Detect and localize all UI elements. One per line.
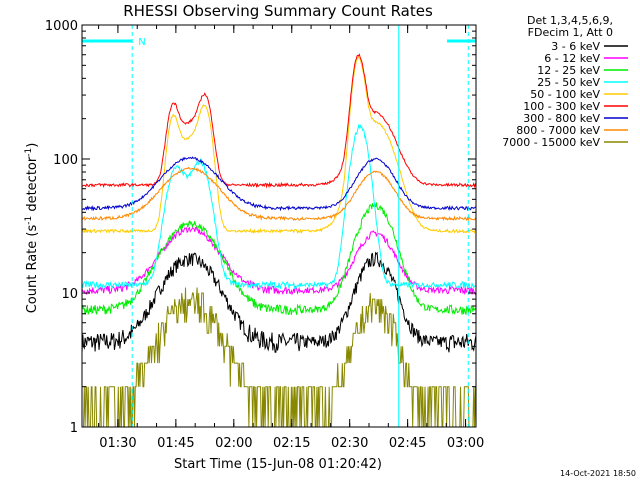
legend-label-6: 300 - 800 keV [523,112,600,125]
annotation-0: N [138,37,145,48]
x-tick-label-6: 03:00 [447,436,484,451]
chart-title: RHESSI Observing Summary Count Rates [123,2,433,20]
legend-label-4: 50 - 100 keV [530,88,600,101]
x-axis-label: Start Time (15-Jun-08 01:20:42) [174,457,382,472]
x-tick-label-4: 02:30 [331,436,368,451]
plot-layer: N [81,25,477,428]
x-tick-label-3: 02:15 [273,436,310,451]
series-line-6 [81,156,476,212]
legend-label-7: 800 - 7000 keV [516,124,600,137]
legend-header-line-1: Det 1,3,4,5,6,9, [527,14,613,27]
series-line-0 [81,251,477,353]
y-tick-label-2: 100 [53,153,78,168]
legend-label-2: 12 - 25 keV [537,64,600,77]
legend-header-line-2: FDecim 1, Att 0 [528,26,613,39]
series-line-2 [81,202,477,316]
y-axis-label: Count Rate (s-1 detector-1) [24,143,40,314]
generation-timestamp: 14-Oct-2021 18:50 [560,469,636,478]
legend-label-0: 3 - 6 keV [551,40,600,53]
legend-label-1: 6 - 12 keV [544,52,600,65]
x-tick-label-1: 01:45 [157,436,194,451]
series-line-1 [81,226,477,296]
x-tick-label-2: 02:00 [215,436,252,451]
series-line-5 [81,53,477,189]
y-tick-label-1: 10 [61,287,78,302]
legend-label-8: 7000 - 15000 keV [502,136,600,149]
x-tick-label-5: 02:45 [389,436,426,451]
legend-label-3: 25 - 50 keV [537,76,600,89]
series-line-7 [81,166,477,222]
series-line-3 [81,123,477,291]
legend-label-5: 100 - 300 keV [523,100,600,113]
x-tick-label-0: 01:30 [99,436,136,451]
series-line-4 [81,56,477,235]
y-tick-label-0: 1 [70,421,78,436]
y-tick-label-3: 1000 [45,19,78,34]
axes-layer: 01:30 01:45 02:00 02:15 02:30 02:45 03:00 1 10 10… [45,19,484,451]
plot-frame [81,24,477,428]
